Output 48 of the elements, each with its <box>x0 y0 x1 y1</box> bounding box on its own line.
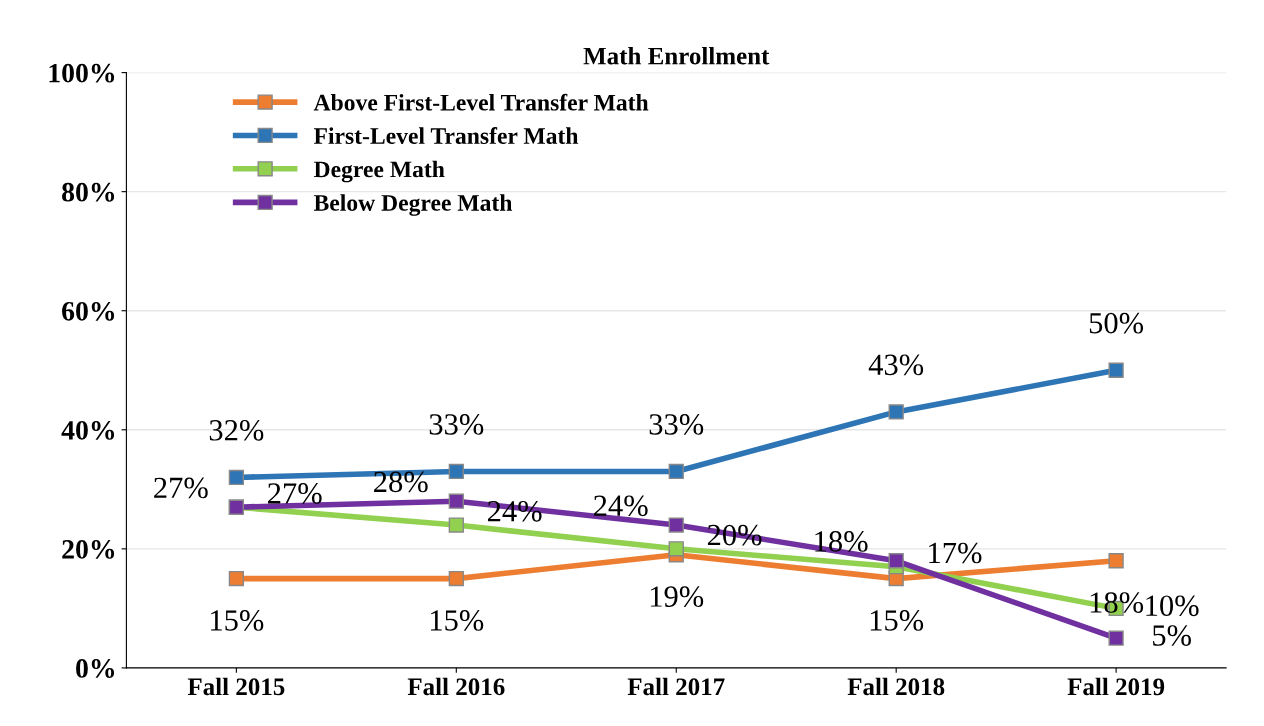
data-label: 27% <box>268 483 322 504</box>
data-label: 18% <box>1090 592 1144 613</box>
point <box>888 404 904 420</box>
data-label: 28% <box>374 471 428 493</box>
point <box>228 570 245 587</box>
y-tick-label: 60% <box>62 301 115 321</box>
y-tick-label: 100% <box>49 63 115 83</box>
point <box>668 517 684 533</box>
point <box>448 493 464 509</box>
x-tick-label: Fall 2019 <box>1067 677 1165 696</box>
data-label: 33% <box>649 414 704 435</box>
data-label: 15% <box>430 610 484 631</box>
point <box>1108 630 1124 646</box>
x-tick-label: Fall 2015 <box>187 677 285 696</box>
point <box>448 463 464 480</box>
point <box>228 469 245 486</box>
data-label: 32% <box>209 420 264 441</box>
x-tick-label: Fall 2017 <box>627 677 725 696</box>
y-tick-label: 80% <box>62 182 115 202</box>
point <box>888 553 904 569</box>
point <box>668 541 684 557</box>
data-label: 33% <box>429 414 484 435</box>
data-label: 17% <box>929 542 982 564</box>
legend-label: Above First-Level Transfer Math <box>313 93 649 111</box>
data-label: 18% <box>815 531 868 552</box>
legend-label: First-Level Transfer Math <box>313 127 579 144</box>
y-tick-label: 0% <box>76 659 115 678</box>
data-label: 50% <box>1089 312 1144 334</box>
x-tick-label: Fall 2016 <box>407 677 505 696</box>
point <box>668 463 684 480</box>
y-tick-label: 40% <box>61 420 115 440</box>
data-label: 15% <box>211 610 264 631</box>
y-tick-label: 20% <box>62 540 115 559</box>
data-label: 43% <box>868 354 924 376</box>
legend-label: Degree Math <box>313 160 445 183</box>
data-label: 19% <box>650 586 704 607</box>
point <box>1108 362 1124 378</box>
legend-label: Below Degree Math <box>313 194 513 216</box>
x-tick-label: Fall 2018 <box>847 677 945 696</box>
data-label: 10% <box>1146 595 1199 617</box>
data-label: 27% <box>154 477 208 499</box>
point <box>448 570 464 587</box>
point <box>1108 553 1124 569</box>
data-label: 5% <box>1153 625 1191 646</box>
data-label: 24% <box>594 495 648 517</box>
point <box>448 517 464 533</box>
data-label: 15% <box>870 610 924 631</box>
chart-title: Math Enrollment <box>583 46 770 65</box>
